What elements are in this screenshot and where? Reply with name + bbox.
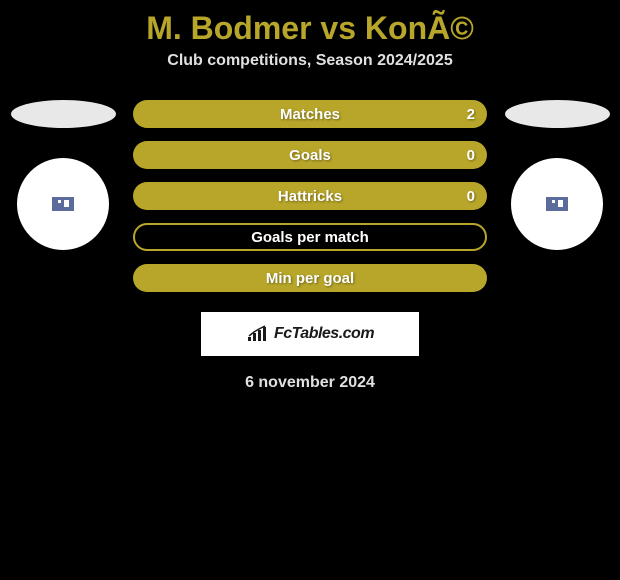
page-title: M. Bodmer vs KonÃ© — [0, 0, 620, 52]
player-badge-left — [17, 158, 109, 250]
brand-text: FcTables.com — [274, 325, 374, 343]
stat-label: Goals per match — [251, 229, 369, 246]
stat-label: Matches — [280, 106, 340, 123]
stat-value: 2 — [467, 106, 475, 123]
brand-logo: FcTables.com — [246, 325, 374, 343]
date-text: 6 november 2024 — [0, 374, 620, 392]
stat-label: Goals — [289, 147, 331, 164]
stat-label: Hattricks — [278, 188, 342, 205]
player-ellipse-right — [505, 100, 610, 128]
stat-row-goals-per-match: Goals per match — [133, 223, 487, 251]
subtitle: Club competitions, Season 2024/2025 — [0, 52, 620, 100]
left-player-column — [8, 100, 118, 250]
brand-box[interactable]: FcTables.com — [201, 312, 419, 356]
player-badge-right — [511, 158, 603, 250]
stat-value: 0 — [467, 147, 475, 164]
stat-label: Min per goal — [266, 270, 354, 287]
stat-value: 0 — [467, 188, 475, 205]
stat-row-min-per-goal: Min per goal — [133, 264, 487, 292]
stats-column: Matches 2 Goals 0 Hattricks 0 Goals per … — [118, 100, 502, 292]
main-layout: Matches 2 Goals 0 Hattricks 0 Goals per … — [0, 100, 620, 292]
right-player-column — [502, 100, 612, 250]
stat-row-hattricks: Hattricks 0 — [133, 182, 487, 210]
stat-row-matches: Matches 2 — [133, 100, 487, 128]
badge-icon — [52, 197, 74, 211]
chart-icon — [246, 325, 270, 343]
badge-icon — [546, 197, 568, 211]
player-ellipse-left — [11, 100, 116, 128]
stat-row-goals: Goals 0 — [133, 141, 487, 169]
